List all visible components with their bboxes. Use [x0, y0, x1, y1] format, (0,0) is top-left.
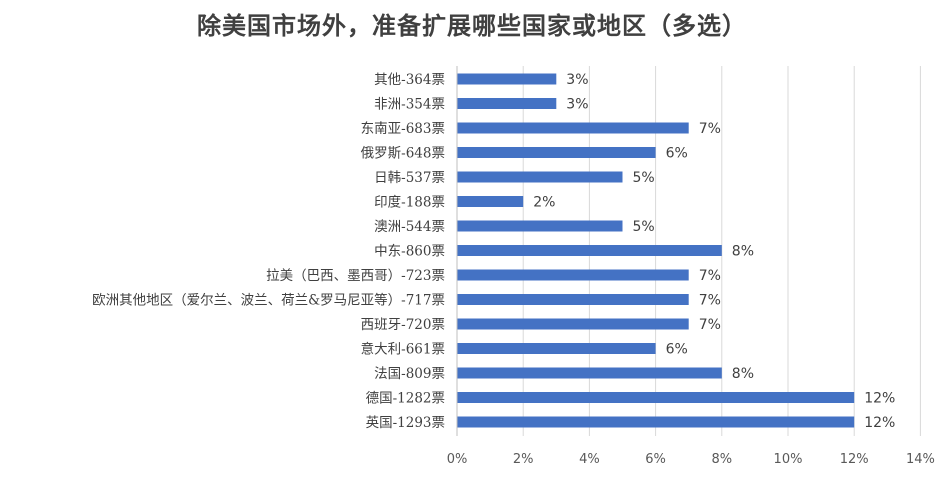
category-label: 意大利-661票	[361, 341, 445, 358]
x-tick-label: 12%	[840, 452, 869, 467]
bar	[457, 73, 557, 85]
data-label: 7%	[699, 317, 721, 333]
data-label: 7%	[699, 293, 721, 309]
data-label: 2%	[533, 195, 555, 211]
bar	[457, 171, 623, 183]
bar	[457, 416, 855, 428]
x-tick-label: 0%	[447, 452, 468, 467]
category-label: 日韩-537票	[374, 170, 445, 186]
data-label: 5%	[633, 170, 655, 186]
category-label: 欧洲其他地区（爱尔兰、波兰、荷兰&罗马尼亚等）-717票	[92, 292, 445, 309]
category-label: 其他-364票	[374, 72, 445, 88]
data-label: 6%	[666, 342, 688, 358]
data-label: 3%	[566, 72, 588, 88]
data-label: 8%	[732, 244, 754, 260]
chart-title: 除美国市场外，准备扩展哪些国家或地区（多选）	[197, 11, 747, 40]
bar	[457, 98, 557, 109]
data-label: 5%	[633, 219, 655, 235]
x-tick-label: 2%	[513, 452, 534, 467]
category-label: 德国-1282票	[366, 391, 445, 407]
bar	[457, 392, 855, 403]
category-label: 中东-860票	[374, 244, 445, 260]
bar	[457, 220, 623, 232]
bar	[457, 245, 722, 256]
data-label: 12%	[864, 415, 895, 431]
x-tick-label: 10%	[774, 452, 803, 467]
bar	[457, 343, 656, 354]
category-label: 西班牙-720票	[361, 317, 445, 333]
data-label: 3%	[566, 97, 588, 113]
x-tick-label: 6%	[645, 452, 666, 467]
bar	[457, 147, 656, 158]
category-label: 法国-809票	[374, 366, 445, 382]
data-label: 12%	[864, 391, 895, 407]
bar	[457, 294, 689, 305]
category-label: 印度-188票	[374, 195, 445, 211]
data-label: 8%	[732, 366, 754, 382]
category-label: 非洲-354票	[374, 97, 445, 113]
bar	[457, 318, 689, 330]
bar	[457, 196, 524, 207]
category-label: 拉美（巴西、墨西哥）-723票	[266, 268, 445, 284]
data-label: 7%	[699, 268, 721, 284]
x-tick-label: 8%	[711, 452, 732, 467]
bar	[457, 122, 689, 134]
bar	[457, 367, 722, 379]
category-label: 英国-1293票	[366, 414, 445, 431]
data-label: 6%	[666, 146, 688, 162]
category-label: 俄罗斯-648票	[361, 146, 445, 162]
bar	[457, 269, 689, 281]
x-tick-label: 4%	[579, 452, 600, 467]
x-tick-label: 14%	[906, 452, 935, 467]
data-label: 7%	[699, 121, 721, 137]
category-label: 东南亚-683票	[361, 121, 445, 137]
category-label: 澳洲-544票	[374, 219, 445, 235]
